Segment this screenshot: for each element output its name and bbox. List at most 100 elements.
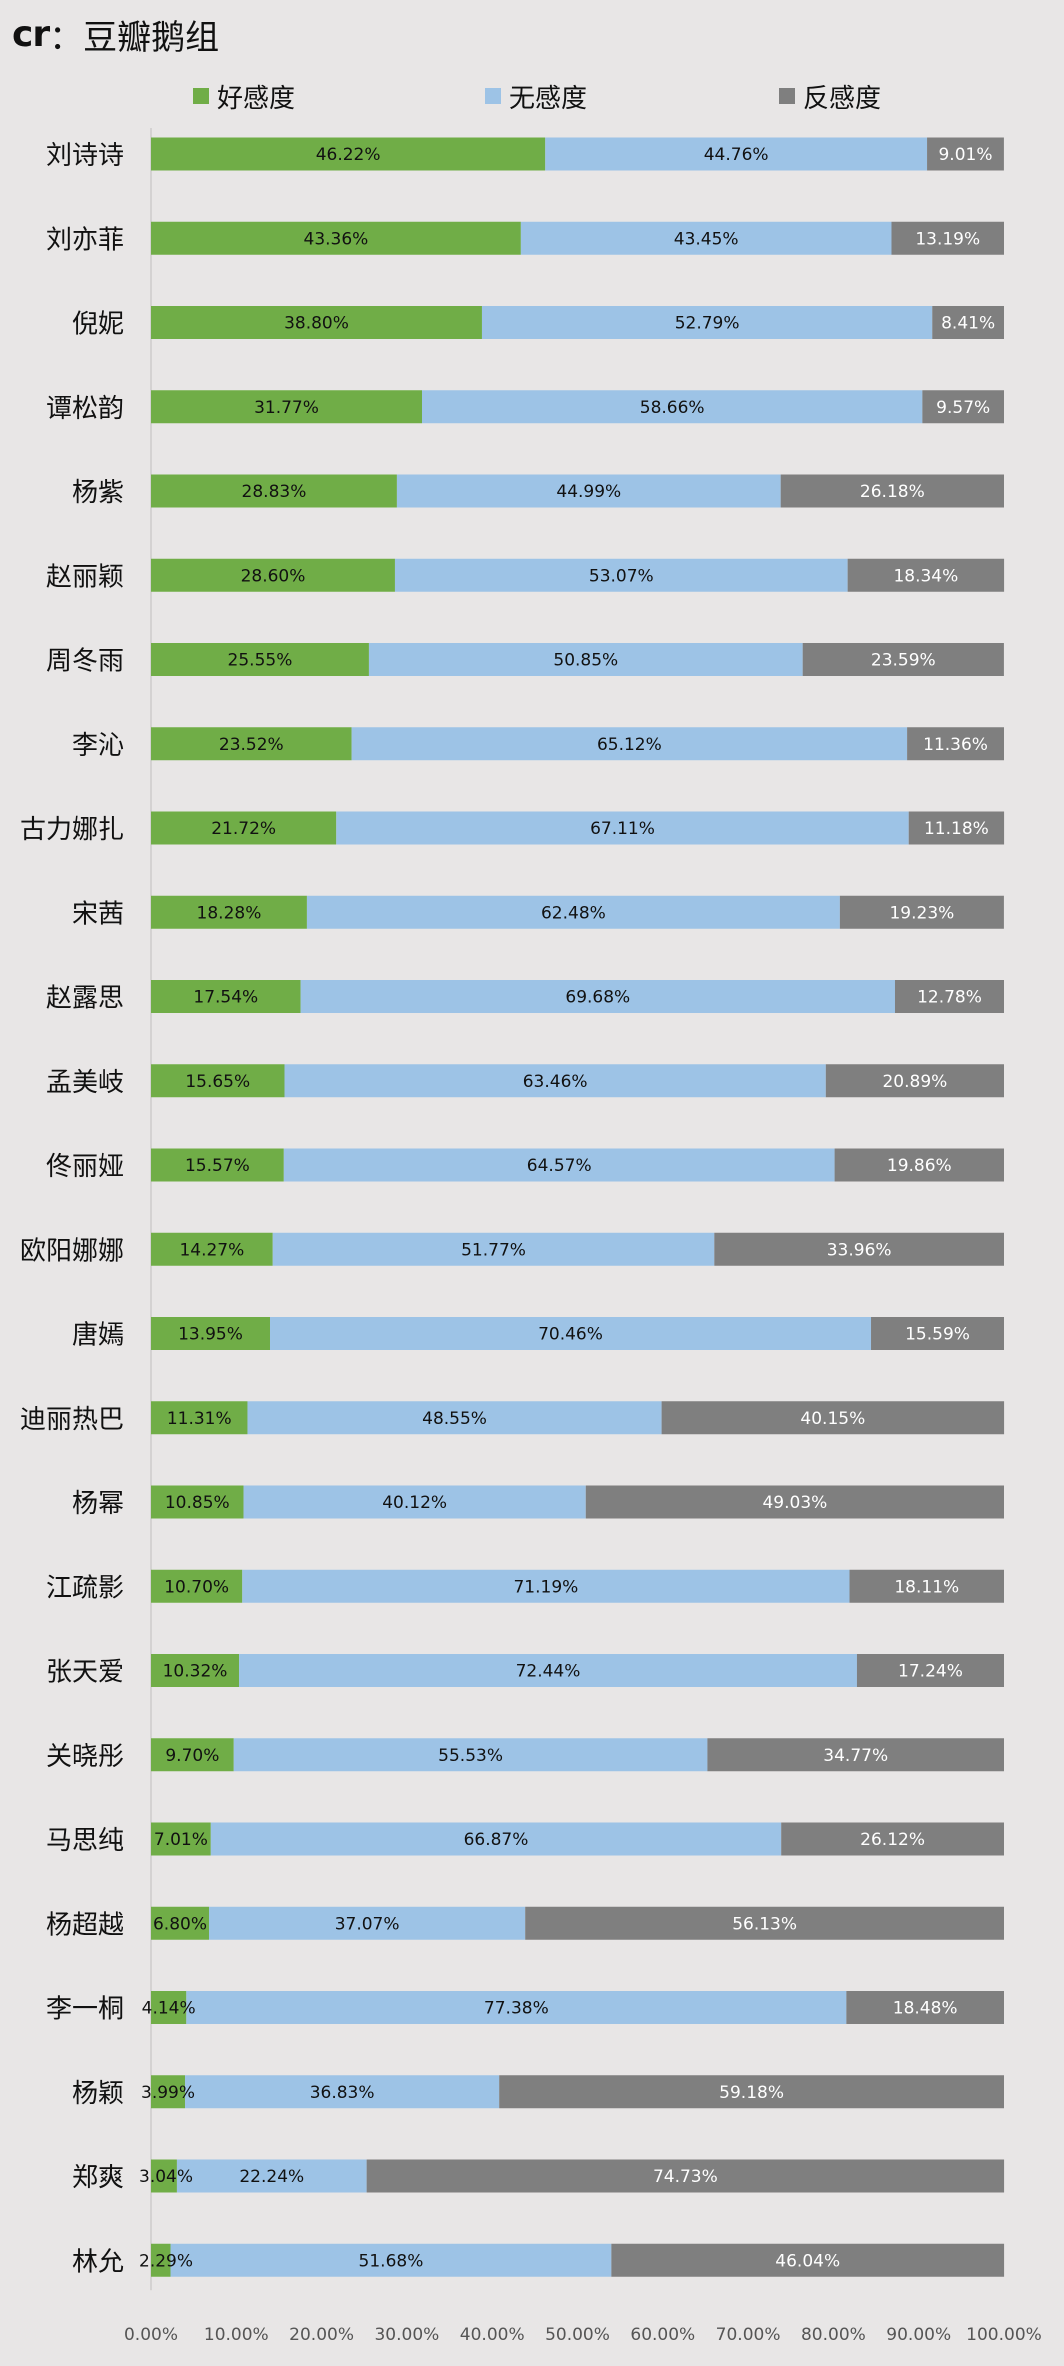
data-label-bad: 20.89% xyxy=(882,1072,947,1092)
bar-segment-neutral xyxy=(283,1148,835,1182)
bar-segment-bad xyxy=(781,1822,1004,1856)
data-label-good: 17.54% xyxy=(193,988,258,1008)
data-label-good: 46.22% xyxy=(316,145,381,165)
bar-segment-good xyxy=(151,306,482,339)
legend-label-neutral: 无感度 xyxy=(509,83,588,114)
x-tick-label: 30.00% xyxy=(374,2325,439,2345)
data-label-neutral: 51.68% xyxy=(359,2251,424,2271)
bar-segment-neutral xyxy=(176,2159,367,2193)
data-label-bad: 56.13% xyxy=(732,1914,797,1934)
data-label-good: 38.80% xyxy=(284,314,349,334)
data-label-neutral: 37.07% xyxy=(335,1914,400,1934)
bar-segment-bad xyxy=(847,558,1005,592)
bar-segment-good xyxy=(151,2075,186,2109)
data-label-neutral: 71.19% xyxy=(513,1577,578,1597)
data-label-bad: 19.86% xyxy=(887,1156,952,1176)
data-label-neutral: 58.66% xyxy=(640,398,705,418)
data-label-good: 15.65% xyxy=(185,1072,250,1092)
title-text: 豆瓣鹅组 xyxy=(83,17,220,58)
legend-label-bad: 反感度 xyxy=(803,83,882,114)
data-label-neutral: 70.46% xyxy=(538,1325,603,1345)
data-label-neutral: 53.07% xyxy=(589,566,654,586)
bar-segment-good xyxy=(151,474,397,508)
data-label-bad: 9.57% xyxy=(936,398,990,418)
title-prefix: cr xyxy=(12,13,50,55)
bar-segment-good xyxy=(151,1148,284,1182)
bar-segment-neutral xyxy=(284,1064,826,1098)
data-label-bad: 11.36% xyxy=(923,735,988,755)
data-label-good: 9.70% xyxy=(165,1746,219,1766)
category-label: 杨幂 xyxy=(72,1489,124,1519)
bar-segment-bad xyxy=(908,811,1005,845)
bar-segment-neutral xyxy=(368,643,803,676)
category-label: 孟美岐 xyxy=(46,1068,124,1098)
category-label: 古力娜扎 xyxy=(20,815,124,845)
bar-segment-good xyxy=(151,1906,210,1940)
data-label-good: 23.52% xyxy=(219,735,284,755)
category-label: 马思纯 xyxy=(46,1826,124,1856)
data-label-neutral: 44.99% xyxy=(556,482,621,502)
category-label: 林允 xyxy=(72,2247,124,2277)
bar-segment-neutral xyxy=(421,390,923,424)
category-label: 赵丽颖 xyxy=(46,562,124,592)
data-label-neutral: 48.55% xyxy=(422,1409,487,1429)
bar-segment-bad xyxy=(714,1232,1004,1266)
legend-item-bad: 反感度 xyxy=(779,76,881,116)
bar-segment-neutral xyxy=(306,895,840,929)
bar-segment-good xyxy=(151,811,337,845)
category-label: 宋茜 xyxy=(72,899,124,929)
legend-swatch-good xyxy=(193,88,209,104)
x-tick-label: 0.00% xyxy=(124,2325,178,2345)
bar-segment-bad xyxy=(839,895,1004,929)
category-label: 关晓彤 xyxy=(46,1742,124,1772)
bar-segment-neutral xyxy=(186,1991,847,2024)
bar-segment-good xyxy=(151,727,352,761)
bar-segment-neutral xyxy=(272,1232,715,1266)
data-label-bad: 46.04% xyxy=(775,2251,840,2271)
bar-segment-good xyxy=(151,1064,285,1098)
data-label-bad: 74.73% xyxy=(653,2167,718,2187)
bar-segment-good xyxy=(151,1738,234,1772)
data-label-neutral: 69.68% xyxy=(565,988,630,1008)
x-tick-label: 80.00% xyxy=(801,2325,866,2345)
data-label-neutral: 43.45% xyxy=(674,229,739,249)
bar-segment-good xyxy=(151,390,422,424)
bar-segment-neutral xyxy=(239,1654,857,1687)
category-label: 欧阳娜娜 xyxy=(20,1236,124,1266)
bar-segment-neutral xyxy=(233,1738,708,1772)
x-tick-label: 60.00% xyxy=(630,2325,695,2345)
bar-segment-neutral xyxy=(481,306,933,339)
data-label-neutral: 22.24% xyxy=(239,2167,304,2187)
category-label: 杨颖 xyxy=(72,2079,124,2109)
data-label-neutral: 50.85% xyxy=(553,651,618,671)
x-tick-label: 100.00% xyxy=(966,2325,1042,2345)
category-label: 江疏影 xyxy=(46,1573,124,1603)
bar-segment-good xyxy=(151,558,395,592)
category-label: 刘亦菲 xyxy=(46,225,124,255)
bar-segment-neutral xyxy=(269,1317,872,1350)
data-label-bad: 18.11% xyxy=(894,1577,959,1597)
x-tick-label: 40.00% xyxy=(460,2325,525,2345)
bar-segment-bad xyxy=(707,1738,1004,1772)
data-label-bad: 49.03% xyxy=(762,1493,827,1513)
data-label-bad: 18.34% xyxy=(893,566,958,586)
data-label-bad: 19.23% xyxy=(889,903,954,923)
data-label-neutral: 55.53% xyxy=(438,1746,503,1766)
data-label-neutral: 67.11% xyxy=(590,819,655,839)
data-label-good: 3.04% xyxy=(139,2167,193,2187)
category-label: 唐嫣 xyxy=(72,1321,124,1351)
chart-title: cr ： 豆瓣鹅组 xyxy=(12,6,219,62)
data-label-good: 6.80% xyxy=(153,1914,207,1934)
category-label: 赵露思 xyxy=(46,984,124,1014)
data-label-neutral: 72.44% xyxy=(516,1662,581,1682)
x-tick-label: 50.00% xyxy=(545,2325,610,2345)
bar-segment-good xyxy=(151,1485,244,1519)
category-label: 谭松韵 xyxy=(46,394,124,424)
bar-segment-neutral xyxy=(545,137,928,171)
bar-segment-good xyxy=(151,1401,248,1435)
data-label-good: 21.72% xyxy=(211,819,276,839)
data-label-good: 10.85% xyxy=(165,1493,230,1513)
category-label: 佟丽娅 xyxy=(46,1152,124,1182)
category-label: 张天爱 xyxy=(46,1658,124,1688)
